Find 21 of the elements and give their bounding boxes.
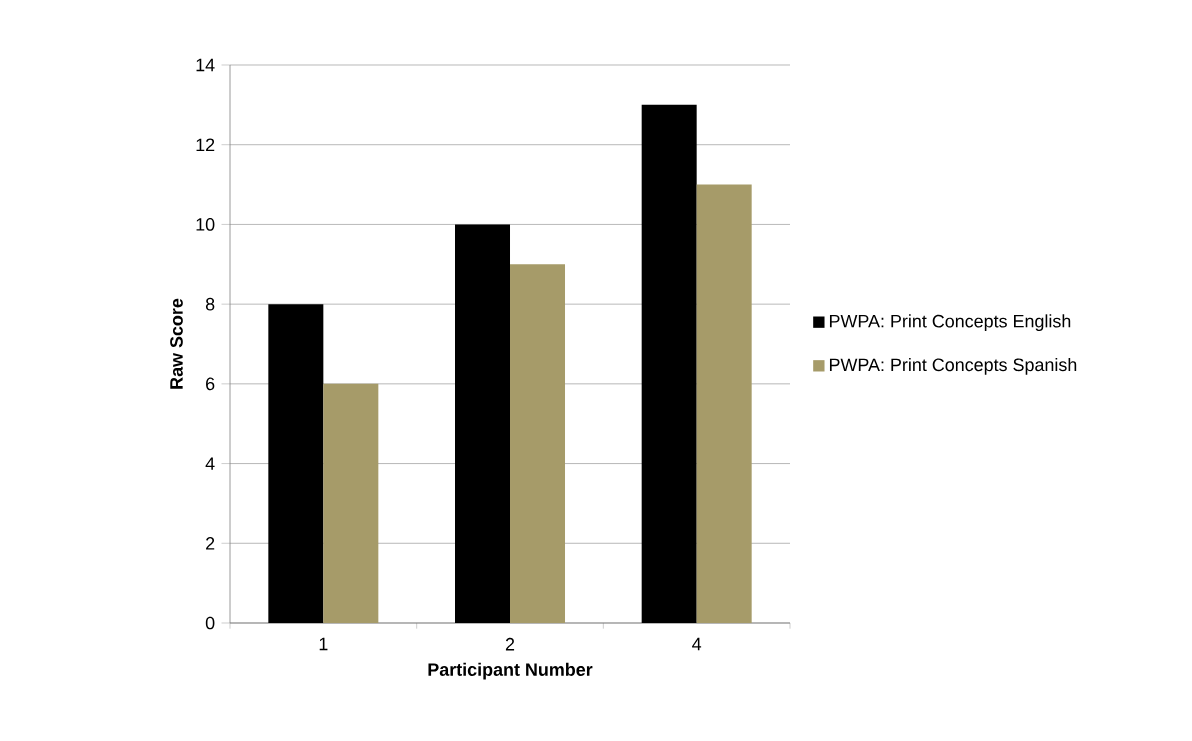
x-tick-label: 1: [319, 637, 328, 651]
y-axis-title: Raw Score: [170, 298, 183, 389]
bar: [510, 264, 566, 623]
x-axis-title: Participant Number: [428, 662, 593, 680]
y-tick-label: 14: [196, 58, 215, 72]
bar: [641, 104, 697, 623]
y-tick-label: 4: [205, 457, 215, 470]
y-tick-label: 6: [206, 377, 215, 391]
legend-label: PWPA: Print Concepts English: [829, 314, 1071, 332]
bar: [455, 224, 511, 623]
y-tick-label: 12: [196, 138, 215, 151]
x-tick-label: 2: [505, 637, 515, 651]
bar: [268, 304, 324, 623]
bar: [323, 383, 379, 623]
y-tick-label: 2: [206, 537, 215, 550]
legend-label: PWPA: Print Concepts Spanish: [829, 357, 1077, 375]
bar: [696, 184, 752, 623]
y-tick-label: 8: [205, 297, 215, 311]
y-tick-label: 0: [205, 616, 215, 630]
y-tick-label: 10: [196, 218, 215, 231]
x-tick-label: 4: [692, 637, 702, 651]
